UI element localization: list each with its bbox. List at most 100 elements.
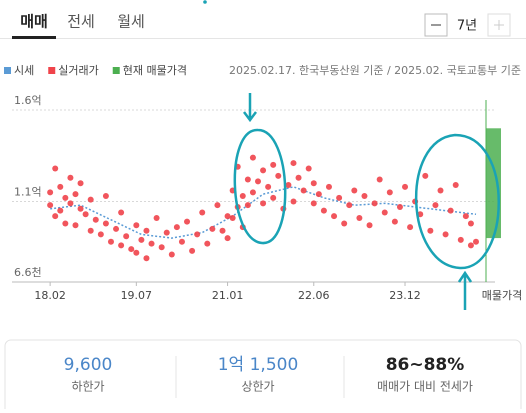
annotation-circle — [415, 133, 500, 270]
annotation-arrow — [243, 93, 257, 123]
trade-point — [407, 224, 414, 231]
trade-point — [396, 203, 403, 210]
x-tick-label: 18.02 — [34, 289, 66, 302]
trade-point — [143, 227, 150, 234]
trade-point — [473, 238, 479, 245]
trade-point — [209, 225, 216, 232]
trade-point — [72, 222, 79, 229]
trade-point — [77, 180, 84, 187]
trade-point — [128, 246, 135, 253]
trade-point — [163, 229, 170, 236]
trade-point — [143, 255, 150, 262]
trade-point — [260, 167, 267, 174]
trade-point — [270, 194, 277, 201]
trade-point — [133, 222, 140, 229]
trade-point — [265, 183, 272, 190]
trade-point — [62, 220, 69, 227]
trade-point — [432, 202, 439, 209]
trade-point — [244, 176, 251, 183]
trade-point — [336, 194, 343, 201]
trade-point — [346, 202, 353, 209]
trade-point — [57, 207, 64, 214]
trade-point — [300, 187, 307, 194]
trade-point — [62, 194, 69, 201]
trade-point — [310, 180, 317, 187]
trade-point — [270, 161, 277, 168]
trade-point — [351, 187, 358, 194]
trade-point — [123, 233, 130, 240]
trade-point — [158, 244, 165, 251]
trade-point — [87, 196, 94, 203]
trade-point — [77, 205, 84, 212]
trade-point — [457, 236, 464, 243]
trade-point — [381, 209, 388, 216]
trade-point — [97, 231, 104, 238]
x-tick-label: 21.01 — [212, 289, 244, 302]
trade-point — [199, 209, 206, 216]
tab[interactable]: 전세 — [67, 13, 95, 31]
trade-point — [47, 189, 54, 196]
trade-point — [255, 178, 261, 185]
source: 2025.02.17. 한국부동산원 기준 / 2025.02. 국토교통부 기… — [229, 64, 521, 77]
summary-label: 매매가 대비 전세가 — [377, 380, 473, 394]
trade-point — [310, 200, 317, 207]
trade-point — [427, 227, 434, 234]
trade-point — [178, 238, 185, 245]
trade-point — [315, 191, 322, 198]
trade-point — [194, 231, 201, 238]
legend-label: 실거래가 — [58, 64, 98, 77]
trade-point — [356, 214, 363, 221]
legend-label: 현재 매물가격 — [123, 64, 187, 77]
trade-point — [320, 207, 327, 214]
legend-swatch — [112, 67, 120, 74]
summary-value: 86~88% — [386, 355, 465, 375]
trade-point — [422, 172, 429, 179]
trade-point — [376, 176, 383, 183]
trade-point — [87, 227, 94, 234]
trade-point — [467, 242, 474, 249]
trade-point — [275, 172, 282, 179]
trade-point — [447, 207, 454, 214]
trade-point — [204, 240, 211, 247]
trade-point — [442, 231, 449, 238]
summary-label: 상한가 — [241, 380, 274, 394]
trade-point — [244, 202, 251, 209]
trade-point — [118, 209, 125, 216]
trade-point — [219, 227, 226, 234]
trade-point — [290, 198, 297, 205]
trade-point — [331, 213, 338, 220]
trade-point — [214, 202, 221, 209]
trade-point — [452, 182, 459, 189]
trade-point — [437, 187, 444, 194]
trade-point — [102, 220, 109, 227]
summary-value: 1억 1,500 — [218, 355, 299, 375]
trend-line — [50, 186, 477, 239]
y-tick-label: 6.6천 — [14, 265, 42, 279]
summary-value: 9,600 — [64, 355, 113, 375]
annotation-circle — [233, 128, 287, 245]
trade-point — [341, 220, 348, 227]
trade-point — [224, 213, 231, 220]
trade-point — [67, 200, 74, 207]
trade-point — [249, 189, 256, 196]
trade-point — [118, 242, 125, 249]
x-tick-label: 23.12 — [389, 289, 421, 302]
trade-point — [57, 183, 64, 190]
tab-active[interactable]: 매매 — [20, 13, 48, 31]
tab-divider — [0, 38, 526, 39]
trade-point — [189, 247, 196, 254]
trade-point — [239, 193, 246, 199]
trade-point — [224, 235, 231, 242]
trade-point — [138, 236, 145, 243]
trade-point — [325, 183, 332, 190]
tab[interactable]: 월세 — [117, 13, 145, 31]
trade-point — [386, 189, 393, 196]
summary-box — [4, 339, 522, 413]
trade-point — [113, 225, 120, 232]
trade-point — [366, 222, 373, 229]
trade-point — [133, 249, 140, 256]
trade-point — [153, 214, 160, 221]
listing-label: 매물가격 — [482, 289, 522, 302]
summary-label: 하한가 — [71, 380, 104, 394]
